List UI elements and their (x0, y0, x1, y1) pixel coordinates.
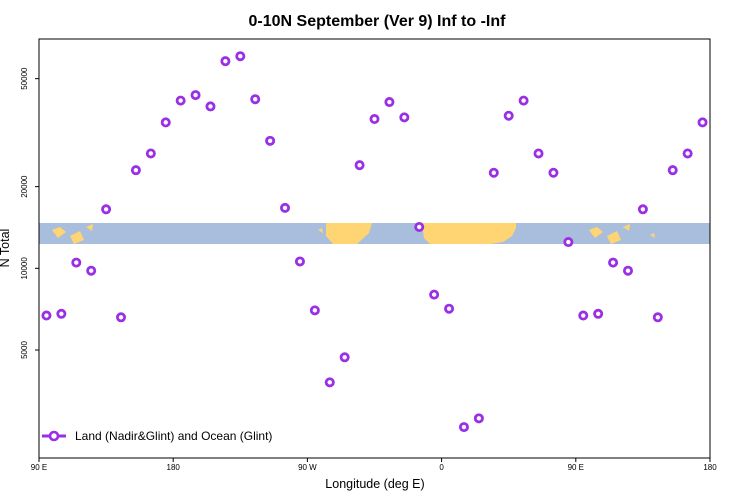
legend: Land (Nadir&Glint) and Ocean (Glint) (42, 429, 272, 443)
data-point (339, 352, 350, 363)
data-point (160, 117, 171, 128)
x-axis: 90 E 180 90 W 0 90 E 180 (31, 458, 717, 472)
data-point (593, 308, 604, 319)
data-point (429, 289, 440, 300)
x-axis-label: Longitude (deg E) (325, 477, 424, 491)
x-tick-label: 90 W (298, 463, 317, 472)
data-point (563, 237, 574, 248)
legend-label: Land (Nadir&Glint) and Ocean (Glint) (75, 429, 272, 443)
x-tick-label: 180 (167, 463, 181, 472)
map-land (70, 231, 84, 244)
map-land (589, 227, 603, 238)
data-point (548, 167, 559, 178)
data-point (458, 422, 469, 433)
data-point (414, 222, 425, 233)
data-point (145, 148, 156, 159)
map-land (86, 224, 93, 231)
data-point (265, 135, 276, 146)
data-point (533, 148, 544, 159)
data-point (175, 95, 186, 106)
data-point (71, 257, 82, 268)
data-point (518, 95, 529, 106)
legend-marker (48, 430, 60, 442)
data-point (41, 310, 52, 321)
y-tick-label: 50000 (20, 67, 29, 90)
y-tick-label: 20000 (20, 175, 29, 198)
data-point (578, 310, 589, 321)
data-point (250, 94, 261, 105)
data-point (399, 112, 410, 123)
data-point (205, 101, 216, 112)
y-tick-label: 10000 (20, 257, 29, 280)
data-point (190, 90, 201, 101)
data-point (220, 56, 231, 67)
data-point (473, 413, 484, 424)
map-land (650, 233, 655, 238)
data-points (41, 51, 708, 433)
data-point (608, 257, 619, 268)
map-land (318, 228, 323, 233)
x-tick-label: 0 (439, 463, 444, 472)
data-point (697, 117, 708, 128)
x-tick-label: 180 (703, 463, 717, 472)
data-point (369, 114, 380, 125)
data-point (384, 97, 395, 108)
x-tick-label: 90 E (31, 463, 47, 472)
x-tick-label: 90 E (568, 463, 584, 472)
data-point (309, 305, 320, 316)
plot-frame (38, 38, 711, 459)
data-point (637, 204, 648, 215)
map-land (52, 227, 66, 238)
data-point (294, 256, 305, 267)
data-point (682, 148, 693, 159)
map-ocean (39, 223, 710, 244)
map-land (623, 224, 630, 231)
data-point (324, 377, 335, 388)
data-point (130, 165, 141, 176)
chart-title: 0-10N September (Ver 9) Inf to -Inf (249, 13, 507, 30)
y-axis-label: N Total (0, 229, 12, 268)
map-land (326, 223, 372, 244)
map-land (607, 231, 621, 244)
data-point (56, 308, 67, 319)
y-axis: 5000 10000 20000 50000 (20, 67, 39, 359)
data-point (354, 160, 365, 171)
data-point (622, 265, 633, 276)
data-point (488, 167, 499, 178)
data-point (280, 202, 291, 213)
map-land (422, 223, 516, 244)
data-point (116, 312, 127, 323)
data-point (101, 204, 112, 215)
y-tick-label: 5000 (20, 341, 29, 359)
data-point (86, 265, 97, 276)
data-point (652, 312, 663, 323)
map-strip (39, 223, 710, 244)
data-point (503, 110, 514, 121)
data-point (667, 165, 678, 176)
data-point (444, 303, 455, 314)
data-point (235, 51, 246, 62)
